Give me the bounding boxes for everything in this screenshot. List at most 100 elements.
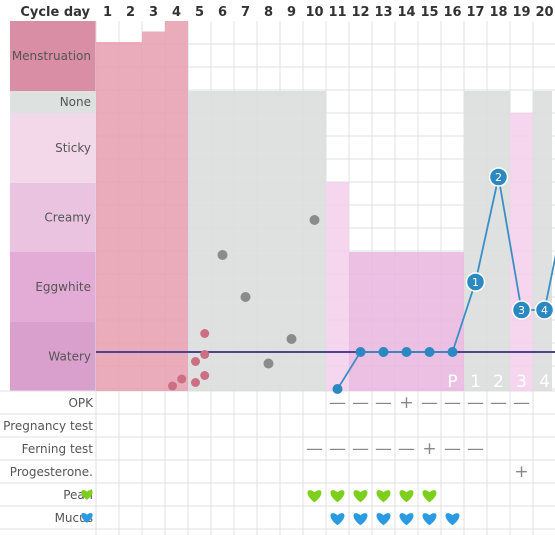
mucus-bar-day-20 <box>533 91 552 391</box>
mucus-bar-day-18 <box>487 91 510 391</box>
opk-symbol-day-14: + <box>399 393 413 413</box>
pearl-heart-icon <box>81 490 93 500</box>
opk-symbol-day-12: — <box>352 393 369 413</box>
day-label-3: 3 <box>149 5 158 20</box>
day-label-12: 12 <box>351 5 369 20</box>
grey-temp-point-day-9 <box>286 334 297 344</box>
day-label-14: 14 <box>397 5 415 20</box>
mucus-heart-day-16 <box>445 513 460 526</box>
grey-temp-point-day-8 <box>263 358 274 369</box>
opk-symbol-day-13: — <box>375 393 392 413</box>
level-band-sticky <box>10 113 96 183</box>
ferning-symbol-day-15: + <box>422 439 436 459</box>
day-label-19: 19 <box>512 5 530 20</box>
peak-label-2: 2 <box>493 372 504 392</box>
menses-temp-point <box>177 374 187 384</box>
obs-label-1: Pregnancy test <box>3 419 93 433</box>
pearl-heart-day-15 <box>422 490 437 503</box>
temp-point-day-11 <box>332 384 343 394</box>
day-label-9: 9 <box>287 5 296 20</box>
temp-point-day-19 <box>511 300 532 320</box>
day-label-1: 1 <box>103 5 112 20</box>
day-label-18: 18 <box>489 5 507 20</box>
mucus-bar-day-8 <box>257 91 280 391</box>
mucus-heart-day-13 <box>376 513 391 526</box>
day-label-4: 4 <box>172 5 181 20</box>
temp-point-day-15 <box>424 347 435 357</box>
grey-temp-point-day-7 <box>240 292 251 302</box>
level-band-menstruation <box>10 21 96 91</box>
day-label-8: 8 <box>264 5 273 20</box>
ferning-symbol-day-14: — <box>398 439 415 459</box>
temp-point-label-1: 1 <box>472 276 479 289</box>
level-band-creamy <box>10 183 96 252</box>
menstruation-bar-day-4 <box>165 21 188 391</box>
temp-point-day-14 <box>401 347 412 357</box>
mucus-bar-day-9 <box>280 91 303 391</box>
temp-point-day-17 <box>465 272 486 292</box>
mucus-bar-day-19 <box>510 113 533 391</box>
obs-label-0: OPK <box>68 396 94 410</box>
level-band-eggwhite <box>10 252 96 322</box>
mucus-bar-day-11 <box>326 182 349 391</box>
menstruation-bar-day-3 <box>142 31 165 391</box>
menses-temp-point <box>200 371 210 380</box>
temp-point-day-18 <box>488 167 509 187</box>
ferning-symbol-day-10: — <box>306 439 323 459</box>
day-label-2: 2 <box>126 5 135 20</box>
mucus-bar-day-10 <box>303 91 326 391</box>
day-label-11: 11 <box>328 5 346 20</box>
pearl-heart-day-13 <box>376 490 391 503</box>
menses-temp-point <box>200 350 210 359</box>
opk-symbol-day-19: — <box>513 393 530 413</box>
mucus-bar-day-5 <box>188 91 211 391</box>
temp-point-label-3: 3 <box>518 304 525 317</box>
peak-label-P: P <box>447 372 457 392</box>
mucus-bar-day-7 <box>234 91 257 391</box>
grey-temp-point-day-10 <box>309 215 320 225</box>
menstruation-bar-day-2 <box>119 42 142 391</box>
temp-point-day-20 <box>534 300 555 320</box>
mucus-heart-day-15 <box>422 513 437 526</box>
mucus-bar-day-6 <box>211 91 234 391</box>
level-label-sticky: Sticky <box>55 141 91 155</box>
temp-point-day-12 <box>355 347 366 357</box>
peak-label-3: 3 <box>516 372 527 392</box>
temp-point-label-2: 2 <box>495 171 502 184</box>
pearl-heart-day-14 <box>399 490 414 503</box>
level-band-none <box>10 91 96 113</box>
mucus-bar-day-14 <box>395 252 418 391</box>
opk-symbol-day-18: — <box>490 393 507 413</box>
menstruation-bar-day-1 <box>96 42 119 391</box>
grey-temp-point-day-6 <box>217 250 228 260</box>
temp-point-day-13 <box>378 347 389 357</box>
opk-symbol-day-15: — <box>421 393 438 413</box>
level-label-creamy: Creamy <box>44 211 91 225</box>
menses-temp-point <box>200 329 210 338</box>
pearl-heart-day-12 <box>353 490 368 503</box>
mucus-heart-day-14 <box>399 513 414 526</box>
temp-point-day-16 <box>447 347 458 357</box>
menses-temp-point <box>191 378 200 387</box>
ferning-symbol-day-11: — <box>329 439 346 459</box>
opk-symbol-day-11: — <box>329 393 346 413</box>
mucus-bar-day-17 <box>464 91 487 391</box>
level-label-watery: Watery <box>48 350 91 364</box>
opk-symbol-day-16: — <box>444 393 461 413</box>
mucus-bar-day-12 <box>349 252 372 391</box>
mucus-bar-day-13 <box>372 252 395 391</box>
day-label-6: 6 <box>218 5 227 20</box>
ferning-symbol-day-12: — <box>352 439 369 459</box>
pearl-heart-day-11 <box>330 490 345 503</box>
level-label-eggwhite: Eggwhite <box>35 280 91 294</box>
mucus-bar-day-15 <box>418 252 441 391</box>
mucus-heart-day-12 <box>353 513 368 526</box>
mucus-heart-day-11 <box>330 513 345 526</box>
mucus-heart-icon <box>81 513 93 523</box>
menses-temp-point <box>191 357 200 366</box>
peak-label-4: 4 <box>539 372 550 392</box>
opk-symbol-day-17: — <box>467 393 484 413</box>
day-label-16: 16 <box>443 5 461 20</box>
progesterone-symbol-day-19: + <box>514 462 528 482</box>
